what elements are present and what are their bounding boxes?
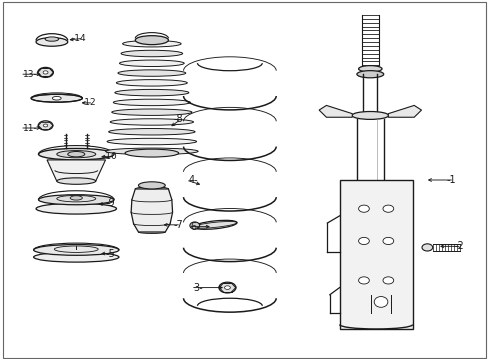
Text: -1: -1 [446,175,456,185]
Ellipse shape [224,286,230,289]
Ellipse shape [118,70,185,76]
Ellipse shape [38,67,53,77]
Ellipse shape [356,71,383,78]
Ellipse shape [68,152,84,157]
Ellipse shape [116,80,187,86]
Ellipse shape [133,222,170,226]
Polygon shape [47,160,105,181]
Ellipse shape [373,297,387,307]
Ellipse shape [382,205,393,212]
Ellipse shape [52,96,61,100]
Ellipse shape [105,148,198,154]
Ellipse shape [351,112,388,120]
Ellipse shape [36,38,68,46]
Ellipse shape [132,197,171,202]
Ellipse shape [43,124,48,127]
Text: 6-: 6- [190,222,200,231]
Ellipse shape [138,182,165,189]
Polygon shape [131,189,172,232]
Ellipse shape [57,178,96,184]
Ellipse shape [138,230,165,233]
Text: 3-: 3- [193,283,203,293]
Ellipse shape [131,210,172,215]
Ellipse shape [358,66,381,72]
Ellipse shape [39,148,114,160]
Ellipse shape [125,149,178,157]
Text: -9: -9 [105,198,115,208]
Ellipse shape [36,203,116,214]
Ellipse shape [45,37,59,41]
Ellipse shape [219,282,236,293]
Ellipse shape [135,36,168,45]
Ellipse shape [382,277,393,284]
Text: -8: -8 [174,114,183,124]
Ellipse shape [70,196,82,200]
Ellipse shape [113,99,190,105]
Ellipse shape [122,41,181,47]
Ellipse shape [38,121,53,130]
FancyBboxPatch shape [339,180,412,329]
Ellipse shape [358,277,368,284]
Ellipse shape [121,50,183,57]
Ellipse shape [107,138,196,145]
Ellipse shape [358,205,368,212]
Ellipse shape [34,244,119,255]
Text: -2: -2 [453,241,463,251]
Ellipse shape [189,222,199,229]
Text: 4-: 4- [188,175,198,185]
Text: -5: -5 [105,248,115,258]
Ellipse shape [135,187,168,191]
Ellipse shape [57,150,96,158]
Polygon shape [319,105,351,117]
Text: -7: -7 [173,220,183,230]
Ellipse shape [358,237,368,244]
Ellipse shape [115,89,188,96]
Ellipse shape [110,119,193,125]
Ellipse shape [193,220,237,229]
Text: 13-: 13- [22,70,37,79]
Text: 11-: 11- [22,123,37,132]
Ellipse shape [421,244,432,251]
Ellipse shape [382,237,393,244]
Ellipse shape [31,94,82,102]
Ellipse shape [108,129,195,135]
Ellipse shape [43,71,48,74]
Ellipse shape [34,252,119,262]
Text: -12: -12 [81,98,96,107]
Ellipse shape [112,109,192,116]
Text: -10: -10 [103,152,118,161]
Ellipse shape [119,60,184,67]
Polygon shape [387,105,421,117]
Ellipse shape [39,195,114,205]
Text: -14: -14 [71,34,86,43]
